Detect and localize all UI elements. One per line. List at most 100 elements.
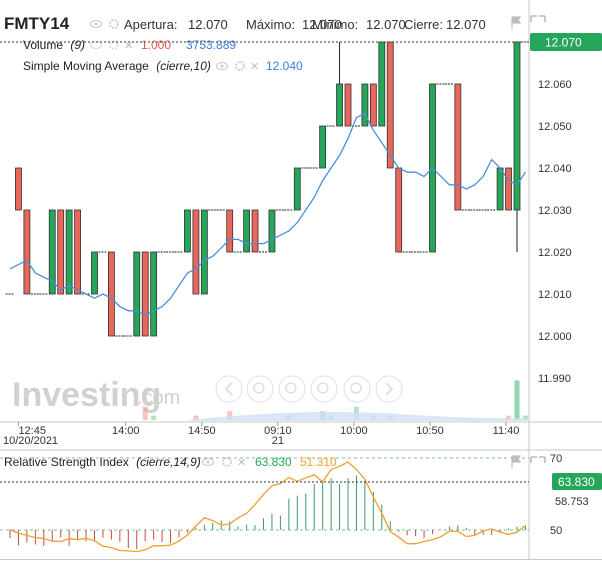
candle-up — [48, 209, 56, 295]
rsi-flag-icon[interactable] — [511, 455, 522, 468]
zoom-controls — [215, 375, 403, 403]
candle-down — [15, 167, 22, 211]
volume-bar — [142, 406, 148, 420]
candle-down — [395, 167, 403, 253]
candle-up — [496, 167, 504, 211]
sma-gear-icon[interactable] — [235, 61, 245, 71]
zoom-fit-button[interactable] — [343, 375, 371, 403]
sma-name: Simple Moving Average — [23, 59, 149, 73]
time-tick-label: 14:50 — [188, 425, 216, 437]
price-tick-label: 12.060 — [538, 79, 572, 91]
zoom-out-button[interactable] — [278, 375, 306, 403]
maximize-icon[interactable] — [530, 15, 546, 22]
rsi-legend: Relative Strength Index (cierre,14,9) — [4, 455, 201, 469]
candle-up — [150, 251, 158, 337]
candle-down — [108, 251, 115, 337]
sma-line-group — [9, 112, 526, 316]
sma-close-icon[interactable]: ✕ — [250, 61, 259, 73]
time-tick-label: 10:50 — [416, 425, 444, 437]
sma-param: (cierre,10) — [156, 59, 211, 73]
volume-eye-icon[interactable] — [89, 40, 103, 50]
volume-bar — [506, 415, 512, 420]
price-tick-label: 12.000 — [538, 331, 572, 343]
candle-down — [251, 209, 259, 253]
candle-up — [268, 209, 276, 253]
price-tick-label: 11.990 — [538, 373, 571, 385]
scroll-right-button[interactable] — [375, 375, 403, 403]
chevron-right-icon — [385, 382, 394, 396]
rsi-eye-icon[interactable] — [201, 457, 215, 467]
candle-up — [65, 209, 73, 295]
volume-bar — [151, 415, 157, 420]
high-value: 12.070 — [302, 17, 342, 32]
candle-up — [378, 41, 386, 127]
flag-icon[interactable] — [511, 16, 522, 29]
rsi-close-icon[interactable]: ✕ — [237, 457, 246, 469]
time-tick-label: 11:40 — [493, 425, 520, 437]
rsi-name: Relative Strength Index — [4, 455, 129, 469]
high-label: Máximo: — [246, 17, 295, 32]
candle-down — [141, 251, 149, 337]
volume-bar — [227, 411, 233, 420]
zoom-fit-icon — [350, 382, 362, 394]
candle-down — [369, 83, 377, 127]
candle-up — [200, 209, 208, 295]
volume-value-a: 1.000 — [141, 38, 171, 52]
price-tick-label: 12.040 — [538, 163, 572, 175]
volume-gear-icon[interactable] — [109, 40, 119, 50]
candle-down — [192, 209, 200, 295]
zoom-out-icon — [285, 382, 297, 394]
price-tag-text: 12.070 — [545, 36, 582, 50]
low-label-visible: Mínimo: — [312, 17, 358, 32]
price-tag-box — [530, 33, 602, 51]
sma-value: 12.040 — [266, 59, 303, 73]
time-tick-sublabel: 10/20/2021 — [3, 435, 58, 447]
candle-up — [336, 83, 343, 127]
header-gear-icon[interactable] — [109, 19, 119, 29]
sma-line — [9, 112, 526, 316]
symbol-title: FMTY14 — [4, 14, 70, 33]
volume-param: (9) — [70, 38, 85, 52]
sma-eye-icon[interactable] — [215, 61, 229, 71]
volume-area — [190, 412, 529, 421]
zoom-in-button[interactable] — [246, 375, 274, 403]
candle-up — [91, 251, 98, 295]
zoom-in-icon — [253, 382, 265, 394]
low-value: 12.070 — [366, 17, 406, 32]
header-eye-icon[interactable] — [89, 19, 103, 29]
time-tick-label: 14:00 — [112, 425, 140, 437]
candle-up — [293, 167, 301, 211]
candle-up — [361, 83, 369, 127]
candle-up — [133, 251, 141, 337]
zoom-reset-icon — [317, 382, 329, 394]
candlesticks — [5, 41, 530, 337]
scroll-left-button[interactable] — [215, 375, 243, 403]
volume-bars — [142, 380, 529, 421]
candle-down — [505, 167, 512, 211]
sma-legend: Simple Moving Average (cierre,10) — [23, 59, 211, 73]
open-value: 12.070 — [188, 17, 228, 32]
rsi-value-a: 63.830 — [255, 455, 292, 469]
volume-value-b: 3753.889 — [186, 38, 236, 52]
candle-down — [57, 209, 65, 295]
rsi-signal-line — [9, 461, 526, 553]
price-tick-label: 12.020 — [538, 247, 572, 259]
open-label: Apertura: — [124, 17, 177, 32]
watermark-suffix: .com — [137, 387, 180, 409]
volume-close-icon[interactable]: ✕ — [124, 40, 133, 52]
rsi-tag-box — [552, 473, 602, 490]
zoom-reset-button[interactable] — [310, 375, 338, 403]
rsi-tick-label: 50 — [550, 525, 562, 537]
rsi-aux-label: 58.753 — [555, 496, 589, 508]
rsi-gear-icon[interactable] — [222, 457, 232, 467]
volume-legend: Volume (9) — [23, 38, 85, 52]
candle-down — [454, 83, 462, 211]
candle-down — [386, 41, 394, 169]
rsi-lines-group — [9, 461, 526, 553]
time-tick-label: 12:45 — [18, 425, 46, 437]
investing-watermark: Investing .com — [12, 376, 180, 414]
rsi-maximize-icon[interactable] — [530, 456, 546, 463]
